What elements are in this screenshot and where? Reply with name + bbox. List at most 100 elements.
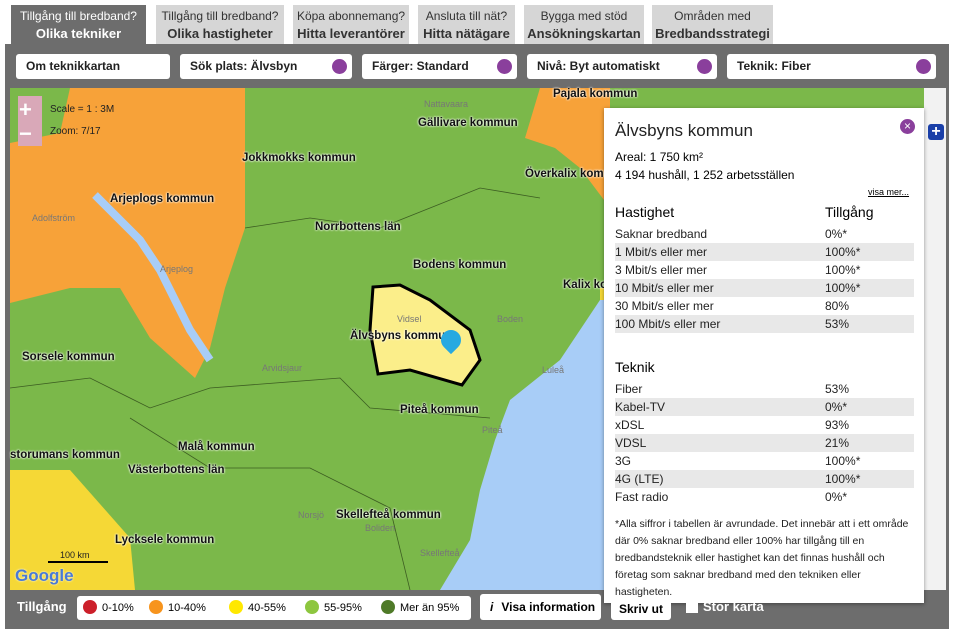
- region-label: Västerbottens län: [128, 464, 225, 476]
- region-label: Malå kommun: [178, 441, 255, 453]
- tab[interactable]: Tillgång till bredband? Olika hastigheter: [156, 5, 284, 44]
- zoom: Zoom: 7/17: [50, 126, 101, 137]
- tab[interactable]: Tillgång till bredband? Olika tekniker: [11, 5, 146, 44]
- tab[interactable]: Köpa abonnemang? Hitta leverantörer: [293, 5, 409, 44]
- region-label: Arjeplogs kommun: [110, 193, 215, 205]
- dropdown-icon[interactable]: [697, 59, 712, 74]
- area: Areal: 1 750 km²: [615, 150, 704, 164]
- info-button[interactable]: i Visa information: [480, 594, 601, 620]
- toolbar-label: Om teknikkartan: [26, 59, 121, 73]
- cell: VDSL: [615, 436, 647, 450]
- region-label: Norrbottens län: [315, 221, 401, 233]
- place-label: Nattavaara: [424, 99, 469, 109]
- speed-row: Saknar bredband 0%*: [615, 225, 914, 243]
- cell: 93%: [825, 418, 850, 432]
- speed-header: Tillgång: [825, 204, 874, 220]
- toolbar-button[interactable]: Nivå: Byt automatiskt: [527, 54, 717, 79]
- legend-label: 0-10%: [102, 602, 134, 614]
- cell: 100%*: [825, 454, 861, 468]
- place-label: Luleå: [542, 365, 565, 375]
- cell: 0%*: [825, 490, 848, 504]
- cell: 10 Mbit/s eller mer: [615, 281, 714, 295]
- toolbar-label: Sök plats: Älvsbyn: [190, 59, 298, 73]
- tab-bottom: Ansökningskartan: [527, 26, 641, 41]
- place-label: Boden: [497, 314, 524, 324]
- legend-label: 40-55%: [248, 602, 286, 614]
- cell: 21%: [825, 436, 850, 450]
- toolbar-button[interactable]: Om teknikkartan: [16, 54, 170, 79]
- speed-row: 1 Mbit/s eller mer 100%*: [615, 243, 914, 261]
- legend-item: 40-55%: [223, 596, 299, 620]
- households: 4 194 hushåll, 1 252 arbetsställen: [615, 168, 795, 182]
- tech-row: Kabel-TV 0%*: [615, 398, 914, 416]
- legend-title: Tillgång: [17, 599, 67, 614]
- toolbar-button[interactable]: Färger: Standard: [362, 54, 517, 79]
- legend-item: 0-10%: [77, 596, 143, 620]
- checkbox[interactable]: [686, 601, 698, 613]
- cell: 0%*: [825, 400, 848, 414]
- cell: 4G (LTE): [615, 472, 664, 486]
- cell: 100%*: [825, 281, 861, 295]
- tab[interactable]: Bygga med stöd Ansökningskartan: [524, 5, 644, 44]
- tab-top: Områden med: [674, 9, 751, 23]
- place-label: Piteå: [482, 425, 503, 435]
- tab-bottom: Bredbandsstrategi: [655, 26, 770, 41]
- speed-header: Hastighet: [615, 204, 675, 220]
- place-label: Vidsel: [397, 314, 422, 324]
- region-label: Jokkmokks kommun: [242, 152, 356, 164]
- tech-row: 3G 100%*: [615, 452, 914, 470]
- cell: 53%: [825, 382, 850, 396]
- close[interactable]: ×: [900, 119, 915, 134]
- place-label: Adolfström: [32, 213, 76, 223]
- legend-item: 55-95%: [299, 596, 375, 620]
- dropdown-icon[interactable]: [332, 59, 347, 74]
- tab-top: Bygga med stöd: [540, 9, 628, 23]
- tab-top: Köpa abonnemang?: [296, 9, 406, 23]
- tab[interactable]: Områden med Bredbandsstrategi: [652, 5, 773, 44]
- place-label: Skellefteå: [420, 548, 460, 558]
- toolbar-label: Nivå: Byt automatiskt: [537, 59, 660, 73]
- tech-row: Fast radio 0%*: [615, 488, 914, 506]
- region-label: Gällivare kommun: [418, 117, 518, 129]
- tech-row: VDSL 21%: [615, 434, 914, 452]
- region-label: Överkalix kommun: [525, 168, 628, 180]
- place-label: Arvidsjaur: [262, 363, 303, 373]
- region-label: storumans kommun: [10, 449, 120, 461]
- legend-swatch: [149, 600, 163, 614]
- legend-label: 10-40%: [168, 602, 206, 614]
- legend-swatch: [229, 600, 243, 614]
- cell: Fiber: [615, 382, 643, 396]
- button-label: Visa information: [501, 600, 596, 614]
- region-label: Lycksele kommun: [115, 534, 215, 546]
- dropdown-icon[interactable]: [916, 59, 931, 74]
- dropdown-icon[interactable]: [497, 59, 512, 74]
- legend-box: 0-10% 10-40% 40-55% 55-95% Mer än 95%: [77, 596, 471, 620]
- speed-row: 30 Mbit/s eller mer 80%: [615, 297, 914, 315]
- checkbox-label: Stor karta: [703, 599, 764, 614]
- tech-header: Teknik: [615, 359, 655, 375]
- cell: 100%*: [825, 263, 861, 277]
- speed-row: 3 Mbit/s eller mer 100%*: [615, 261, 914, 279]
- cell: 3 Mbit/s eller mer: [615, 263, 708, 277]
- more-link[interactable]: visa mer...: [868, 187, 910, 197]
- toolbar-button[interactable]: Sök plats: Älvsbyn: [180, 54, 352, 79]
- tech-row: Fiber 53%: [615, 380, 914, 398]
- scale-bar: 100 km: [60, 550, 90, 560]
- legend-item: 10-40%: [143, 596, 223, 620]
- region-label: Sorsele kommun: [22, 351, 115, 363]
- speed-row: 100 Mbit/s eller mer 53%: [615, 315, 914, 333]
- cell: Fast radio: [615, 490, 669, 504]
- toolbar-button[interactable]: Teknik: Fiber: [727, 54, 936, 79]
- cell: 100%*: [825, 245, 861, 259]
- cell: 1 Mbit/s eller mer: [615, 245, 708, 259]
- print-button[interactable]: Skriv ut: [611, 598, 671, 620]
- footnote: *Alla siffror i tabellen är avrundade. D…: [615, 518, 909, 598]
- region-label: Piteå kommun: [400, 404, 479, 416]
- cell: 80%: [825, 299, 850, 313]
- tab[interactable]: Ansluta till nät? Hitta nätägare: [418, 5, 515, 44]
- cell: 3G: [615, 454, 632, 468]
- tab-top: Ansluta till nät?: [425, 9, 508, 23]
- tab-bottom: Olika tekniker: [35, 26, 122, 41]
- legend-swatch: [381, 600, 395, 614]
